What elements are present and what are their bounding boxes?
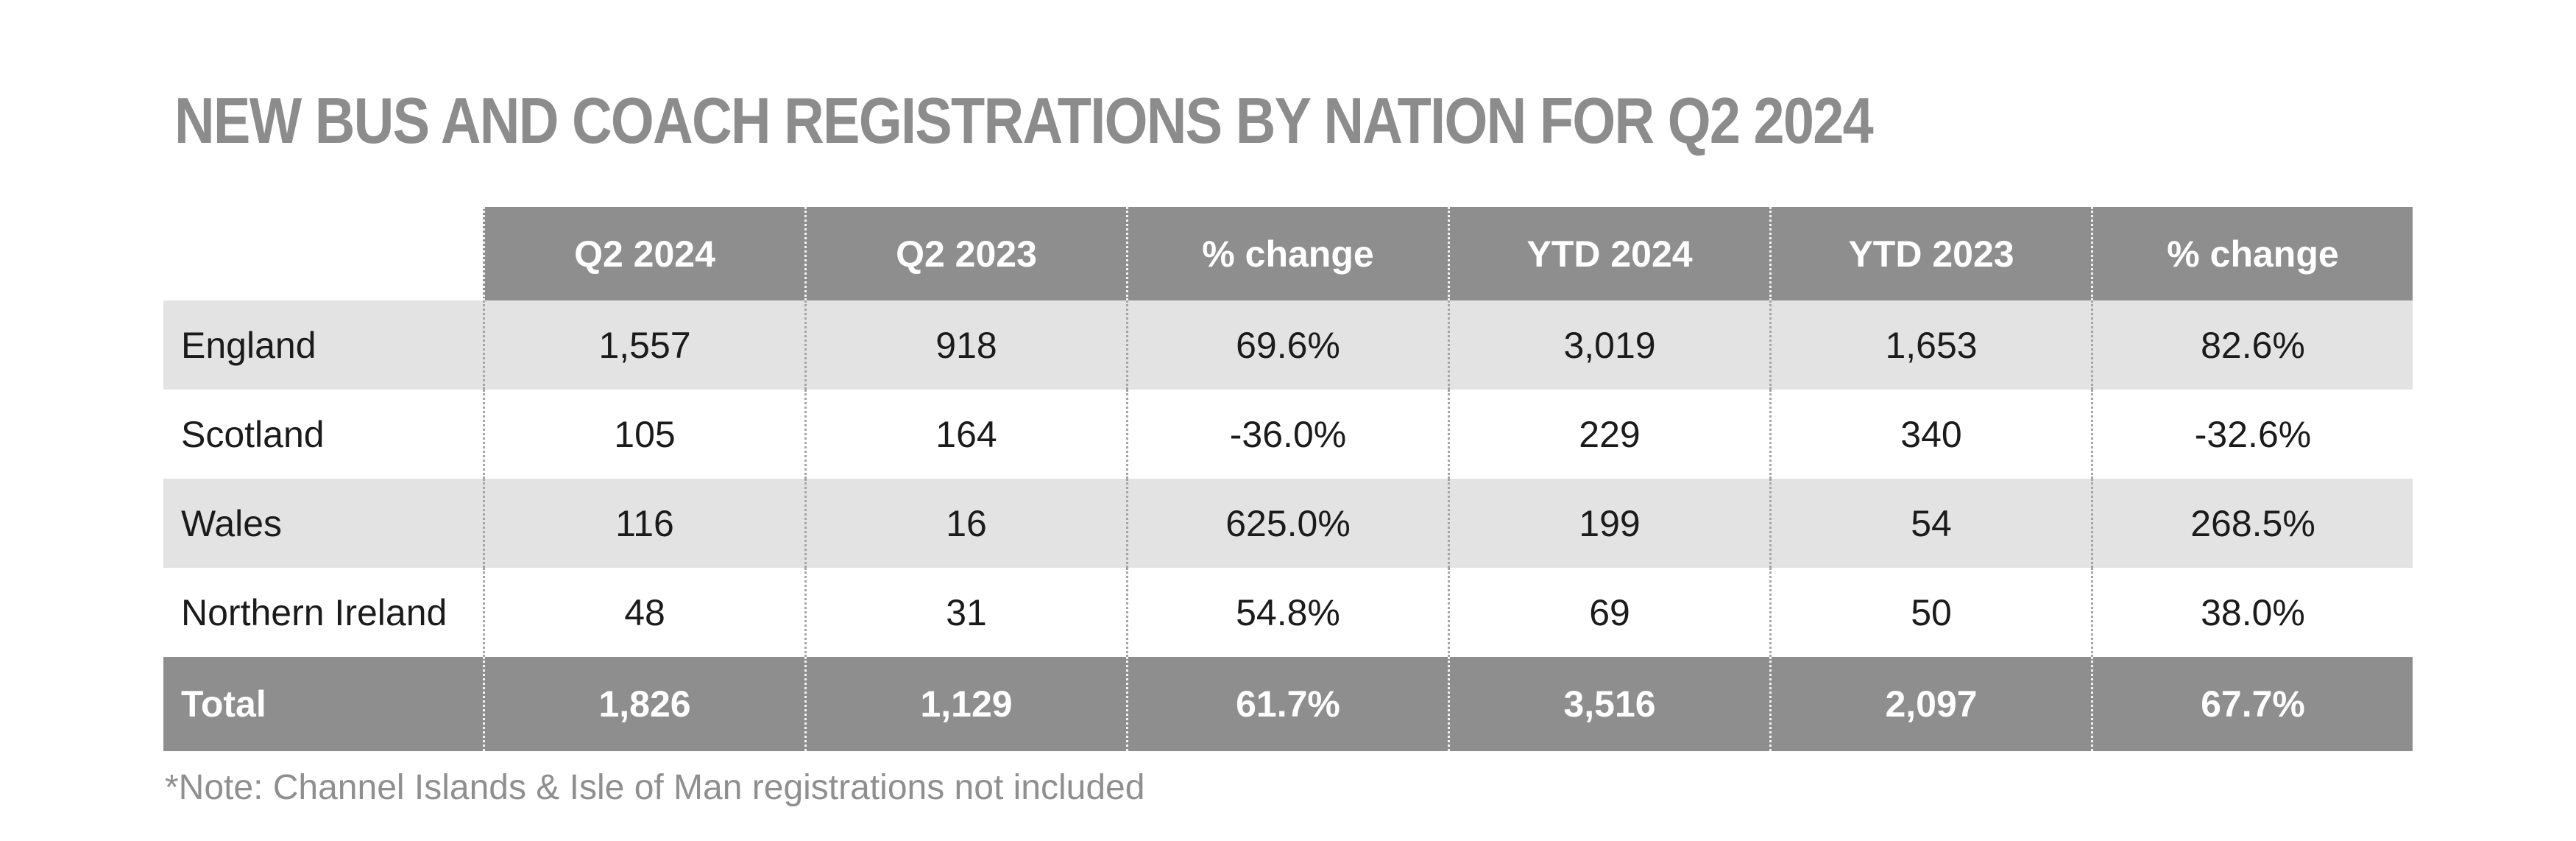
northern-ireland-q2-2023: 31 [804, 568, 1126, 657]
wales-ytd-2024: 199 [1448, 479, 1769, 568]
northern-ireland-q2-2024: 48 [483, 568, 804, 657]
total-pct-change-ytd: 67.7% [2091, 657, 2413, 751]
wales-pct-change-q2: 625.0% [1126, 479, 1448, 568]
scotland-q2-2024: 105 [483, 390, 804, 479]
scotland-ytd-2024: 229 [1448, 390, 1769, 479]
footnote: *Note: Channel Islands & Isle of Man reg… [165, 768, 1145, 807]
header-cell-pct-change-q2: % change [1126, 207, 1448, 300]
england-pct-change-q2: 69.6% [1126, 300, 1448, 390]
header-cell-q2-2024: Q2 2024 [483, 207, 804, 300]
england-q2-2024: 1,557 [483, 300, 804, 390]
wales-q2-2023: 16 [804, 479, 1126, 568]
row-label-northern-ireland: Northern Ireland [181, 591, 447, 633]
registrations-table: Q2 2024 Q2 2023 % change YTD 2024 YTD 20… [163, 207, 2413, 751]
row-label-wales: Wales [163, 479, 483, 568]
england-ytd-2023: 1,653 [1769, 300, 2091, 390]
northern-ireland-pct-change-q2: 54.8% [1126, 568, 1448, 657]
table-row-northern-ireland: Northern Ireland 48 31 54.8% 69 50 38.0% [163, 568, 2413, 657]
england-ytd-2024: 3,019 [1448, 300, 1769, 390]
table-row-scotland: Scotland 105 164 -36.0% 229 340 -32.6% [163, 390, 2413, 479]
row-label-scotland: Scotland [181, 413, 325, 455]
header-cell-ytd-2023: YTD 2023 [1769, 207, 2091, 300]
northern-ireland-ytd-2023: 50 [1769, 568, 2091, 657]
table-header-row: Q2 2024 Q2 2023 % change YTD 2024 YTD 20… [163, 207, 2413, 300]
table-row-england: England 1,557 918 69.6% 3,019 1,653 82.6… [163, 300, 2413, 390]
northern-ireland-ytd-2024: 69 [1448, 568, 1769, 657]
northern-ireland-pct-change-ytd: 38.0% [2091, 568, 2413, 657]
table-row-total: Total 1,826 1,129 61.7% 3,516 2,097 67.7… [163, 657, 2413, 751]
england-pct-change-ytd: 82.6% [2091, 300, 2413, 390]
total-pct-change-q2: 61.7% [1126, 657, 1448, 751]
total-ytd-2024: 3,516 [1448, 657, 1769, 751]
total-q2-2024: 1,826 [483, 657, 804, 751]
england-q2-2023: 918 [804, 300, 1126, 390]
scotland-pct-change-q2: -36.0% [1126, 390, 1448, 479]
scotland-ytd-2023: 340 [1769, 390, 2091, 479]
wales-pct-change-ytd: 268.5% [2091, 479, 2413, 568]
header-cell-blank [163, 207, 483, 300]
page-title: NEW BUS AND COACH REGISTRATIONS BY NATIO… [174, 84, 1874, 157]
scotland-pct-change-ytd: -32.6% [2091, 390, 2413, 479]
table-row-wales: Wales 116 16 625.0% 199 54 268.5% [163, 479, 2413, 568]
row-label-england: England [163, 300, 483, 390]
scotland-q2-2023: 164 [804, 390, 1126, 479]
total-q2-2023: 1,129 [804, 657, 1126, 751]
header-cell-pct-change-ytd: % change [2091, 207, 2413, 300]
header-cell-ytd-2024: YTD 2024 [1448, 207, 1769, 300]
row-label-total: Total [163, 657, 483, 751]
wales-q2-2024: 116 [483, 479, 804, 568]
total-ytd-2023: 2,097 [1769, 657, 2091, 751]
wales-ytd-2023: 54 [1769, 479, 2091, 568]
header-cell-q2-2023: Q2 2023 [804, 207, 1126, 300]
